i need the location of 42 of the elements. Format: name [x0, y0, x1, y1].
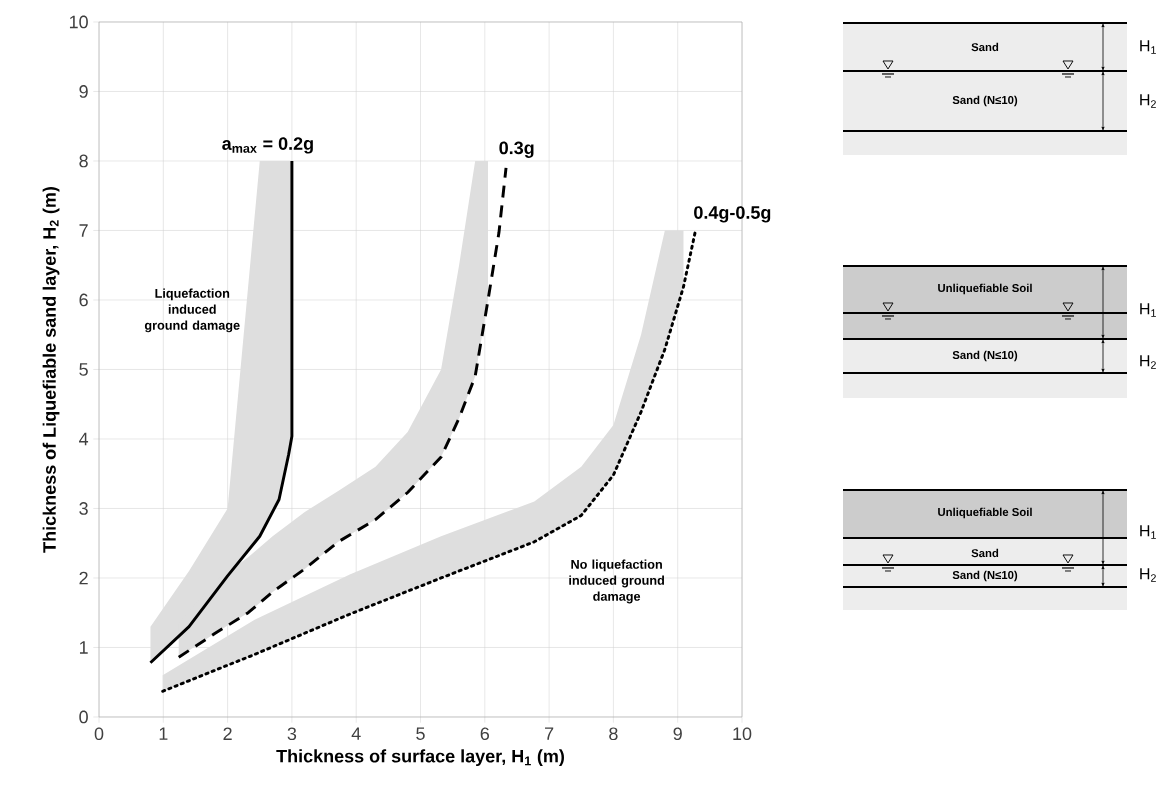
- y-axis-title: Thickness of Liquefiable sand layer, H$_{2}$ (m): [42, 187, 60, 553]
- y-tick-label: 9: [79, 85, 88, 98]
- y-tick-label: 8: [79, 154, 88, 168]
- x-tick-label: 1: [159, 727, 168, 740]
- x-tick-label: 5: [416, 727, 425, 740]
- text: H$_{2}$: [1140, 568, 1156, 582]
- x-tick-label: 10: [733, 727, 752, 741]
- annotation: No liquefaction induced ground damage: [569, 559, 664, 604]
- text: H$_{2}$: [1140, 94, 1156, 108]
- x-tick-label: 3: [287, 727, 297, 741]
- y-tick-label: 1: [79, 641, 88, 654]
- y-tick-label: 6: [79, 293, 88, 307]
- text: Sand (N≤10): [952, 95, 1018, 107]
- text: Sand: [971, 548, 999, 558]
- text: H$_{1}$: [1140, 525, 1156, 539]
- y-tick-label: 7: [79, 224, 88, 237]
- text: H$_{2}$: [1140, 355, 1156, 369]
- x-tick-label: 4: [351, 727, 361, 740]
- text: H$_{1}$: [1140, 40, 1156, 54]
- y-tick-label: 3: [79, 502, 88, 515]
- x-tick-label: 0: [94, 727, 104, 741]
- y-tick-label: 5: [79, 363, 88, 376]
- series-label: 0.4g-0.5g: [694, 206, 771, 223]
- x-axis-title: Thickness of surface layer, H$_{1}$ (m): [276, 749, 564, 767]
- series-label: a$_{max}$ = 0.2g: [222, 137, 313, 154]
- y-tick-label: 4: [79, 432, 89, 446]
- text: H$_{1}$: [1140, 303, 1156, 317]
- annotation: Liquefaction induced ground damage: [144, 288, 240, 333]
- y-tick-label: 2: [79, 571, 88, 585]
- text: Unliquefiable Soil: [938, 283, 1032, 295]
- x-tick-label: 8: [609, 727, 618, 741]
- text: Sand: [971, 42, 999, 52]
- text: Sand (N≤10): [952, 570, 1018, 582]
- y-tick-label: 10: [69, 15, 88, 29]
- x-tick-label: 2: [223, 727, 232, 740]
- x-tick-label: 9: [673, 727, 682, 741]
- x-tick-label: 7: [545, 727, 554, 740]
- y-tick-label: 0: [79, 710, 88, 724]
- series-label: 0.3g: [499, 141, 534, 158]
- text: Unliquefiable Soil: [938, 507, 1032, 519]
- text: Sand (N≤10): [952, 350, 1018, 362]
- x-tick-label: 6: [480, 727, 490, 741]
